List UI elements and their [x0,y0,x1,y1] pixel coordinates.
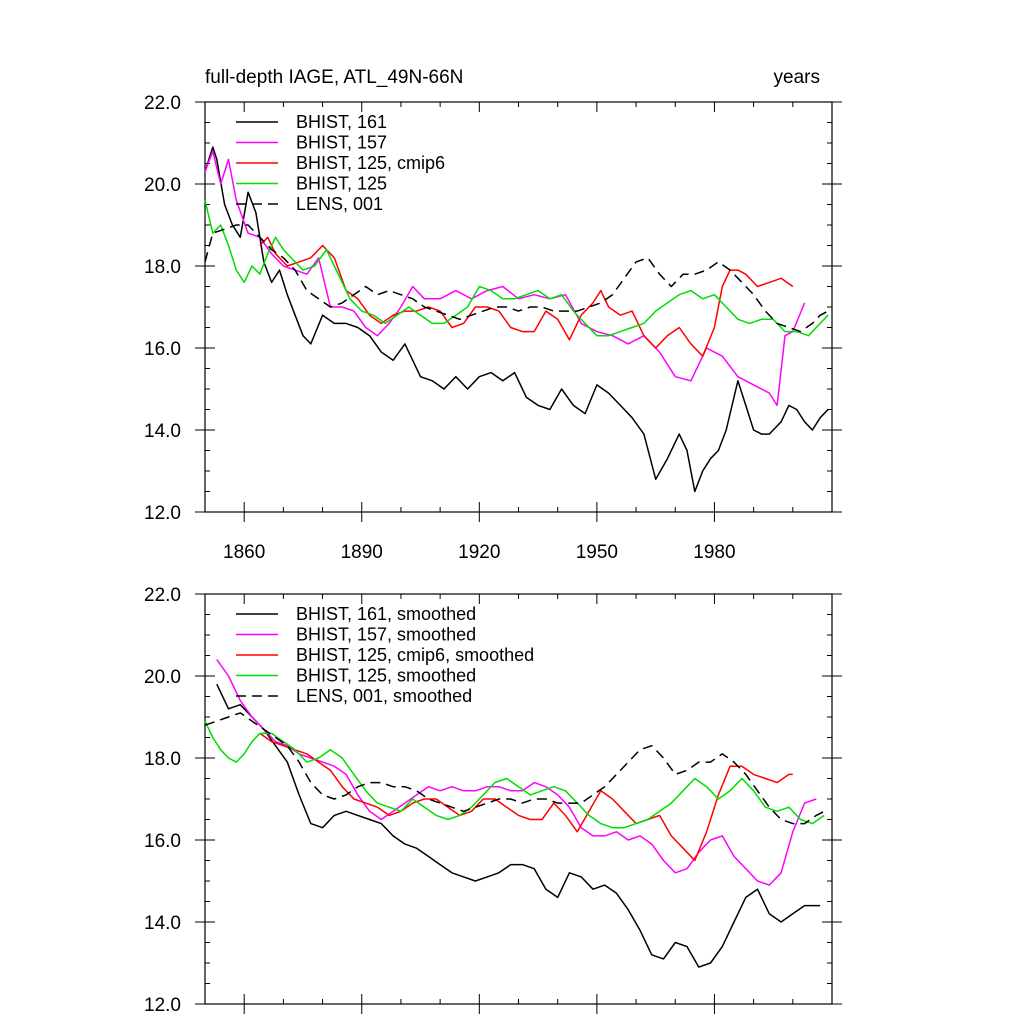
y-tick-labels: 12.0 14.0 16.0 18.0 20.0 22.0 [144,93,181,524]
series-line [259,732,793,862]
chart-title-left: full-depth IAGE, ATL_49N-66N [205,67,463,88]
y-tick-label: 22.0 [144,93,181,114]
x-tick-label: 1950 [576,542,618,563]
legend-label: BHIST, 161 [296,112,387,132]
y-tick-labels: 12.0 14.0 16.0 18.0 20.0 22.0 [144,585,181,1016]
x-tick-label: 1860 [223,542,265,563]
legend-label: BHIST, 157 [296,133,387,153]
y-tick-label: 16.0 [144,339,181,360]
chart-title-right: years [774,67,820,88]
y-tick-label: 20.0 [144,175,181,196]
series-line [204,224,829,333]
axis-ticks [195,101,842,522]
x-tick-labels: 1860 1890 1920 1950 1980 [223,542,736,563]
y-tick-label: 14.0 [144,421,181,442]
y-tick-label: 14.0 [144,913,181,934]
legend-entry: LENS, 001 [236,194,383,214]
series-lines [204,146,829,493]
axis-ticks [195,593,842,1014]
chart-panel-bottom: 12.0 14.0 16.0 18.0 20.0 22.0 BHIST, 161… [144,585,842,1016]
legend-entry: BHIST, 157 [236,133,387,153]
y-tick-label: 16.0 [144,831,181,852]
legend-entry: BHIST, 161 [236,112,387,132]
y-tick-label: 20.0 [144,667,181,688]
series-lines [204,659,825,968]
series-line [204,720,825,829]
x-tick-label: 1980 [693,542,735,563]
series-line [204,146,829,493]
legend-label: BHIST, 125, cmip6, smoothed [296,645,534,665]
legend-entry: BHIST, 125, smoothed [236,666,476,686]
legend-label: BHIST, 125, cmip6 [296,153,445,173]
y-tick-label: 18.0 [144,749,181,770]
series-line [204,712,825,825]
series-line [204,200,829,337]
legend-entry: LENS, 001, smoothed [236,686,472,706]
y-tick-label: 12.0 [144,503,181,524]
legend-entry: BHIST, 157, smoothed [236,625,476,645]
series-line [216,683,821,968]
legend-label: LENS, 001, smoothed [296,686,472,706]
legend-label: BHIST, 157, smoothed [296,625,476,645]
chart-panel-top: full-depth IAGE, ATL_49N-66N years 12.0 … [144,67,842,563]
legend-entry: BHIST, 125, cmip6, smoothed [236,645,534,665]
x-tick-label: 1920 [458,542,500,563]
y-tick-label: 12.0 [144,995,181,1016]
legend-label: BHIST, 125, smoothed [296,666,476,686]
x-tick-label: 1890 [341,542,383,563]
legend-entry: BHIST, 161, smoothed [236,604,476,624]
legend-label: BHIST, 161, smoothed [296,604,476,624]
legend: BHIST, 161 BHIST, 157 BHIST, 125, cmip6 … [236,112,445,214]
legend-label: LENS, 001 [296,194,383,214]
series-line [204,150,806,407]
legend-entry: BHIST, 125, cmip6 [236,153,445,173]
y-tick-label: 22.0 [144,585,181,606]
legend: BHIST, 161, smoothed BHIST, 157, smoothe… [236,604,534,706]
legend-entry: BHIST, 125 [236,174,387,194]
y-tick-label: 18.0 [144,257,181,278]
legend-label: BHIST, 125 [296,174,387,194]
